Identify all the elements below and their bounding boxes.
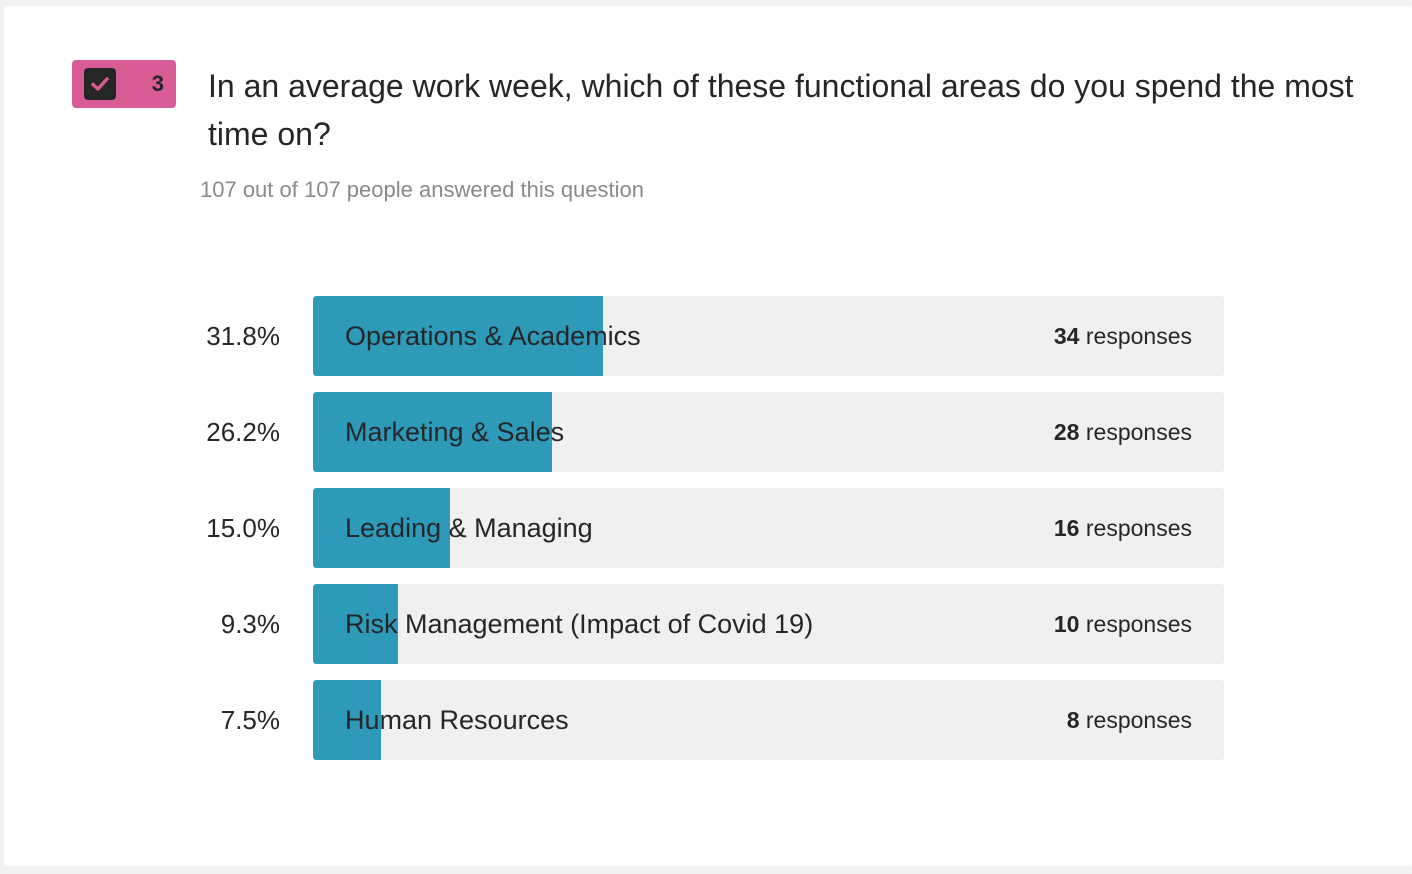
bar-fill	[313, 584, 398, 664]
response-count: 10 responses	[1054, 584, 1192, 664]
response-count-number: 34	[1053, 323, 1080, 349]
response-count-suffix: responses	[1085, 611, 1192, 637]
response-count-suffix: responses	[1085, 515, 1192, 541]
option-label: Human Resources	[345, 705, 569, 735]
bar-track: Human Resources 8 responses	[313, 680, 1224, 760]
result-row: 15.0% Leading & Managing 16 responses	[4, 488, 1412, 568]
option-label: Operations & Academics	[345, 321, 641, 351]
option-label: Marketing & Sales	[345, 417, 565, 447]
bar-track: Operations & Academics 34 responses	[313, 296, 1224, 376]
bar-track: Leading & Managing 16 responses	[313, 488, 1224, 568]
bar-track: Risk Management (Impact of Covid 19) 10 r…	[313, 584, 1224, 664]
response-count-number: 28	[1053, 419, 1080, 445]
bar-fill	[313, 296, 603, 376]
option-label: Leading & Managing	[345, 513, 593, 543]
response-count: 28 responses	[1054, 392, 1192, 472]
response-count-suffix: responses	[1085, 707, 1192, 733]
percent-label: 9.3%	[220, 609, 280, 639]
response-count: 8 responses	[1067, 680, 1192, 760]
bar-fill	[313, 680, 382, 760]
question-title: In an average work week, which of these …	[208, 68, 1354, 152]
response-count-suffix: responses	[1085, 419, 1192, 445]
result-row: 7.5% Human Resources 8 responses	[4, 680, 1412, 760]
response-count: 34 responses	[1054, 296, 1192, 376]
result-row: 26.2% Marketing & Sales 28 responses	[4, 392, 1412, 472]
response-count-number: 10	[1053, 611, 1080, 637]
answered-count: 107 out of 107 people answered this ques…	[200, 177, 644, 202]
percent-label: 15.0%	[206, 513, 280, 543]
bar-fill	[313, 392, 552, 472]
question-card: 3 In an average work week, which of thes…	[4, 6, 1412, 866]
checkbox-checked-icon	[84, 68, 116, 100]
response-count: 16 responses	[1054, 488, 1192, 568]
result-row: 9.3% Risk Management (Impact of Covid 19)…	[4, 584, 1412, 664]
bar-fill	[313, 488, 450, 568]
response-count-suffix: responses	[1085, 323, 1192, 349]
question-number: 3	[151, 71, 164, 96]
percent-label: 31.8%	[206, 321, 280, 351]
question-badge: 3	[72, 60, 176, 108]
result-row: 31.8% Operations & Academics 34 responses	[4, 296, 1412, 376]
response-count-number: 16	[1053, 515, 1080, 541]
bar-track: Marketing & Sales 28 responses	[313, 392, 1224, 472]
percent-label: 7.5%	[220, 705, 280, 735]
option-label: Risk Management (Impact of Covid 19)	[345, 609, 814, 639]
response-count-number: 8	[1066, 707, 1080, 733]
percent-label: 26.2%	[206, 417, 280, 447]
